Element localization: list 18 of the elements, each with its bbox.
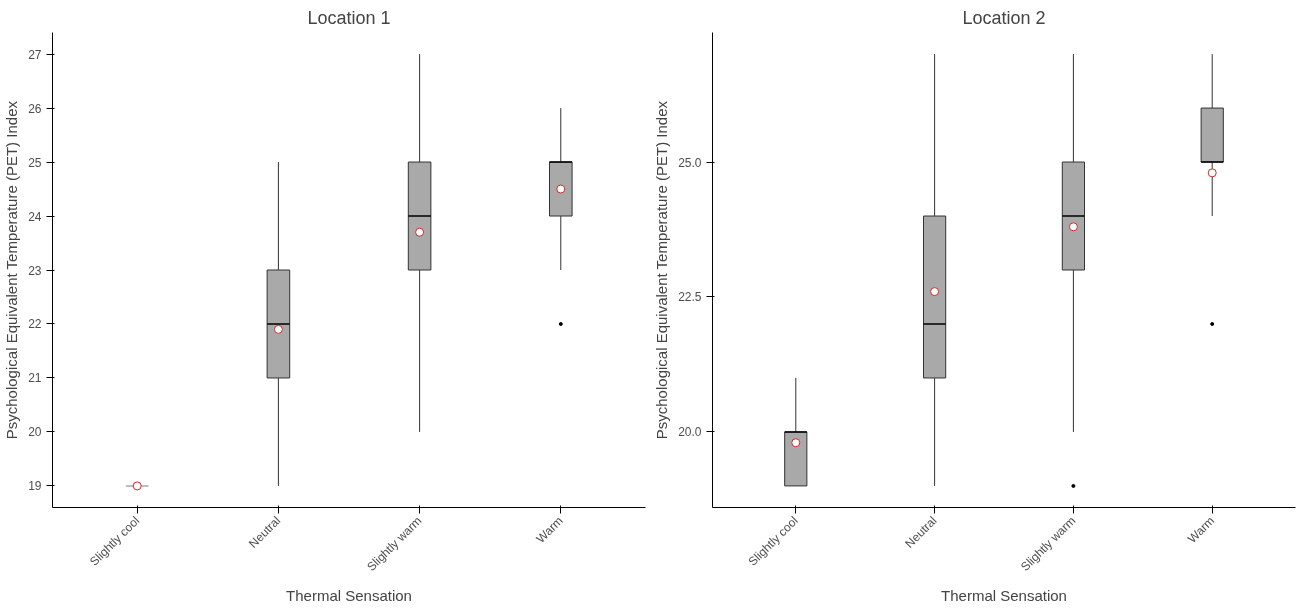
x-axis-title: Thermal Sensation xyxy=(286,586,412,604)
x-axis-title: Thermal Sensation xyxy=(941,586,1067,604)
y-tick-label: 23 xyxy=(28,263,42,278)
y-axis-title: Psychological Equivalent Temperature (PET) Index xyxy=(653,100,671,440)
y-tick-label: 22 xyxy=(28,317,42,332)
y-tick-label: 25 xyxy=(28,155,42,170)
y-tick-label: 22.5 xyxy=(678,290,702,305)
y-axis-title: Psychological Equivalent Temperature (PET) Index xyxy=(3,100,21,440)
chart-title: Location 2 xyxy=(962,7,1046,28)
y-tick-label: 19 xyxy=(28,479,42,494)
y-tick-label: 24 xyxy=(28,209,42,224)
y-tick-label: 27 xyxy=(28,47,42,62)
y-tick-label: 25.0 xyxy=(678,155,702,170)
y-tick-label: 21 xyxy=(28,371,42,386)
y-tick-label: 26 xyxy=(28,101,42,116)
y-tick-label: 20.0 xyxy=(678,425,702,440)
chart-title: Location 1 xyxy=(307,7,391,28)
y-tick-label: 20 xyxy=(28,425,42,440)
